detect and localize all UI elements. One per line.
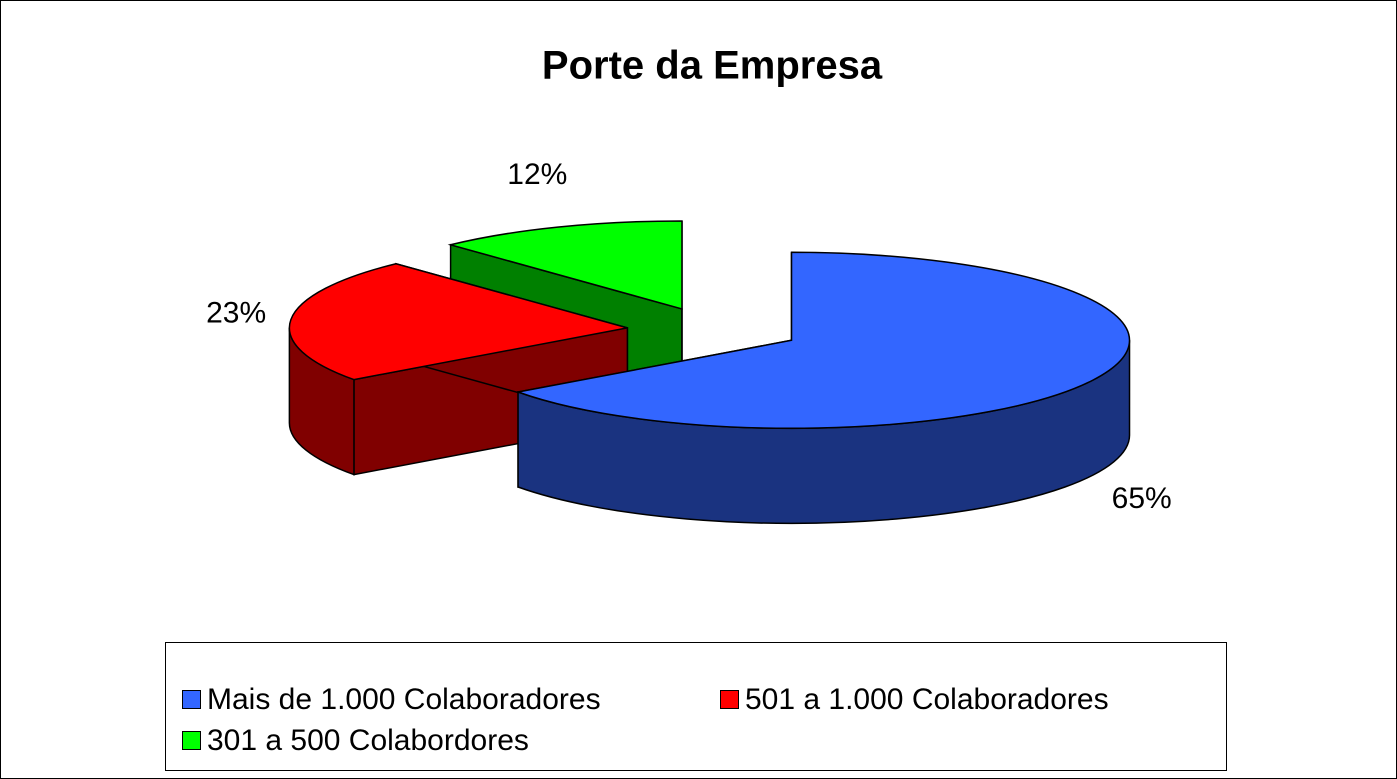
data-label: 12% bbox=[507, 158, 567, 191]
legend-swatch bbox=[182, 731, 201, 750]
chart-title: Porte da Empresa bbox=[542, 44, 883, 88]
slice bbox=[288, 262, 628, 381]
slice bbox=[515, 251, 1131, 430]
legend-swatch bbox=[720, 690, 739, 709]
data-label: 65% bbox=[1112, 482, 1172, 515]
legend-label: 301 a 500 Colabordores bbox=[207, 724, 529, 757]
data-label: 23% bbox=[206, 296, 266, 329]
legend-swatch bbox=[182, 690, 201, 709]
legend-label: 501 a 1.000 Colaboradores bbox=[745, 683, 1109, 716]
legend-box bbox=[165, 642, 1227, 771]
legend-label: Mais de 1.000 Colaboradores bbox=[207, 683, 601, 716]
slice bbox=[447, 220, 683, 310]
